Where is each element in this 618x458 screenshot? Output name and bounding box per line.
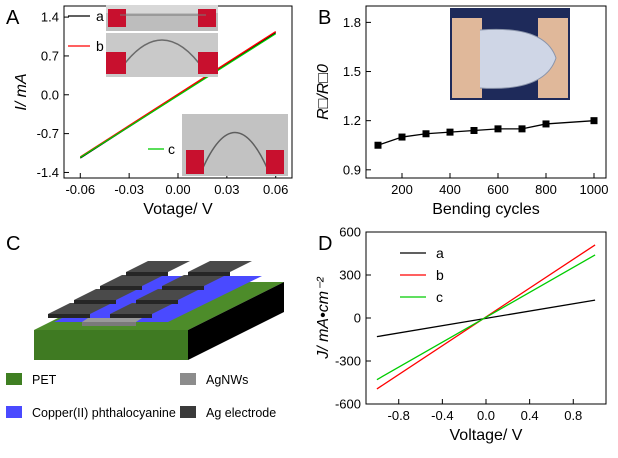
x-tick-label: 800	[535, 182, 557, 197]
y-tick-label: -300	[335, 354, 361, 369]
legend-label-b: b	[96, 38, 104, 54]
data-point	[446, 128, 454, 136]
x-tick-label: 0.03	[214, 182, 239, 197]
panel-letter-b: B	[318, 7, 331, 29]
legend-label-agnws: AgNWs	[206, 373, 248, 387]
series-line-c	[376, 254, 596, 381]
y-tick-label: 0.7	[41, 48, 59, 63]
x-tick-label: 0.0	[477, 408, 495, 423]
y-tick-label: 300	[339, 268, 361, 283]
legend-swatch-ag-electrode	[180, 406, 196, 418]
x-axis-label: Bending cycles	[432, 201, 540, 218]
legend-label-pet: PET	[32, 373, 57, 387]
data-point	[374, 141, 382, 149]
legend-label-cupc: Copper(II) phthalocyanine	[32, 406, 176, 420]
x-axis-label: Voltage/ V	[450, 427, 523, 444]
x-tick-label: 0.06	[263, 182, 288, 197]
y-tick-label: -600	[335, 397, 361, 412]
panel-letter-c: C	[6, 233, 20, 255]
y-axis-label: J/ mA•cm⁻²	[315, 277, 332, 360]
legend-swatch-cupc	[6, 406, 22, 418]
panel-letter-d: D	[318, 233, 332, 255]
y-tick-label: 1.8	[343, 15, 361, 30]
data-point	[470, 126, 478, 134]
legend-label-b: b	[436, 267, 444, 283]
x-axis-label: Votage/ V	[143, 201, 213, 218]
y-tick-label: 0.0	[41, 87, 59, 102]
inset-photo-b	[106, 33, 218, 77]
y-tick-label: 1.4	[41, 10, 59, 25]
x-tick-label: 1000	[580, 182, 609, 197]
inset-photo-c	[182, 114, 288, 176]
legend-swatch-agnws	[180, 373, 196, 385]
series-line	[377, 120, 595, 146]
chart-a-iv: -0.06 -0.03 0.00 0.03 0.06 -1.4 -0.7 0.0 0.7 1.4 V…	[13, 5, 293, 218]
series-line-b	[79, 30, 277, 158]
inset-photo-a	[106, 5, 218, 31]
x-tick-label: -0.03	[114, 182, 144, 197]
x-tick-label: 0.00	[165, 182, 190, 197]
legend-label-a: a	[96, 8, 104, 24]
x-tick-label: -0.4	[431, 408, 453, 423]
data-point	[398, 133, 406, 141]
legend-swatch-pet	[6, 373, 22, 385]
data-point	[518, 125, 526, 133]
panel-letter-a: A	[6, 7, 20, 29]
x-tick-label: -0.06	[65, 182, 95, 197]
inset-photo-bending	[450, 8, 570, 100]
data-point	[422, 130, 430, 138]
device-legend: PET AgNWs Copper(II) phthalocyanine Ag e…	[6, 373, 276, 420]
x-tick-label: 200	[391, 182, 413, 197]
y-tick-label: -1.4	[37, 165, 59, 180]
legend-label-c: c	[168, 141, 175, 157]
y-tick-label: 0	[354, 311, 361, 326]
x-tick-label: 0.4	[521, 408, 539, 423]
series-line-c	[79, 33, 277, 159]
legend-label-c: c	[436, 289, 443, 305]
y-tick-label: 1.5	[343, 64, 361, 79]
x-tick-label: 0.8	[564, 408, 582, 423]
plot-frame	[365, 5, 607, 179]
y-tick-label: -0.7	[37, 126, 59, 141]
y-axis-label: R□/R□0	[315, 64, 332, 120]
data-point	[494, 125, 502, 133]
x-tick-label: -0.8	[388, 408, 410, 423]
legend-label-ag-electrode: Ag electrode	[206, 406, 276, 420]
chart-b-resistance: 200 400 600 800 1000 0.9 1.2 1.5 1.8 Bending cycl…	[315, 5, 609, 218]
data-point	[542, 120, 550, 128]
series-line-a	[376, 299, 596, 338]
chart-d-jv: -0.8 -0.4 0.0 0.4 0.8 -600 -300 0 300 600 Voltage/…	[315, 225, 607, 444]
data-point	[590, 117, 598, 125]
x-tick-label: 400	[439, 182, 461, 197]
legend-label-a: a	[436, 245, 444, 261]
device-schematic	[34, 261, 284, 360]
y-axis-label: I/ mA	[13, 73, 30, 110]
y-tick-label: 1.2	[343, 113, 361, 128]
x-tick-label: 600	[487, 182, 509, 197]
y-tick-label: 600	[339, 225, 361, 240]
y-tick-label: 0.9	[343, 162, 361, 177]
